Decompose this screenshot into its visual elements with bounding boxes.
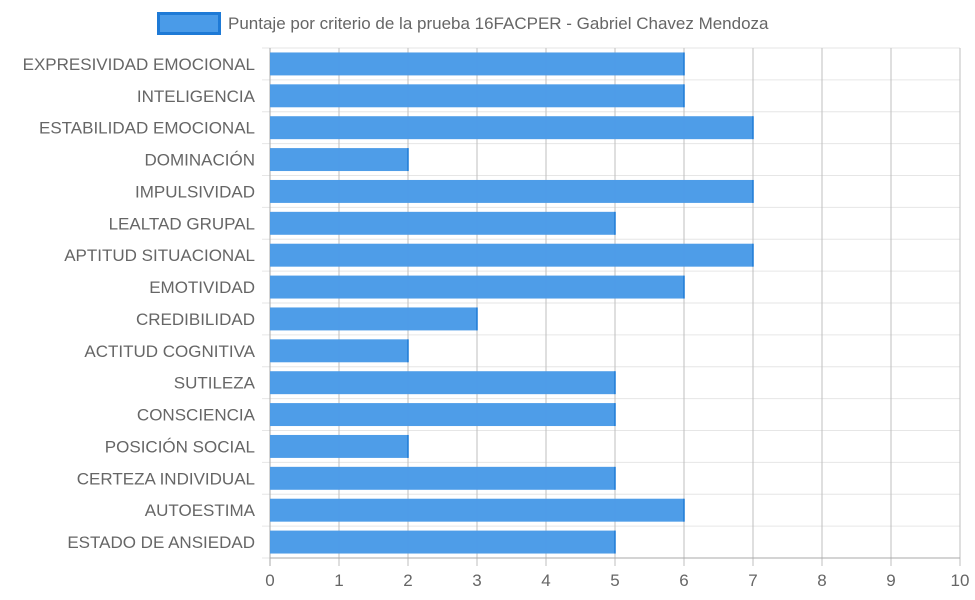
x-tick-label: 9	[886, 571, 895, 590]
bar[interactable]	[270, 307, 477, 331]
y-tick-label: CREDIBILIDAD	[136, 310, 255, 329]
y-tick-label: AUTOESTIMA	[145, 501, 256, 520]
y-tick-label: POSICIÓN SOCIAL	[105, 437, 255, 456]
y-tick-label: ACTITUD COGNITIVA	[84, 342, 255, 361]
y-tick-label: INTELIGENCIA	[137, 87, 256, 106]
bar[interactable]	[270, 148, 408, 172]
x-tick-label: 3	[472, 571, 481, 590]
bar[interactable]	[270, 179, 753, 203]
x-tick-label: 0	[265, 571, 274, 590]
bars	[270, 52, 754, 554]
bar[interactable]	[270, 339, 408, 363]
bar[interactable]	[270, 371, 615, 395]
bar[interactable]	[270, 52, 684, 76]
y-tick-label: EXPRESIVIDAD EMOCIONAL	[23, 55, 255, 74]
y-tick-label: IMPULSIVIDAD	[135, 182, 255, 201]
y-tick-label: LEALTAD GRUPAL	[109, 214, 255, 233]
bar[interactable]	[270, 530, 615, 554]
y-tick-label: DOMINACIÓN	[145, 151, 256, 170]
x-tick-label: 7	[748, 571, 757, 590]
bar[interactable]	[270, 466, 615, 490]
y-tick-label: EMOTIVIDAD	[149, 278, 255, 297]
chart-legend[interactable]: Puntaje por criterio de la prueba 16FACP…	[157, 12, 770, 35]
x-tick-label: 5	[610, 571, 619, 590]
y-tick-label: CERTEZA INDIVIDUAL	[77, 469, 255, 488]
bar[interactable]	[270, 116, 753, 140]
y-tick-label: ESTADO DE ANSIEDAD	[67, 533, 255, 552]
y-axis-labels: EXPRESIVIDAD EMOCIONAL INTELIGENCIA ESTABI…	[23, 55, 256, 552]
x-tick-label: 4	[541, 571, 550, 590]
y-tick-label: SUTILEZA	[174, 374, 256, 393]
x-tick-label: 2	[403, 571, 412, 590]
x-tick-label: 8	[817, 571, 826, 590]
bar[interactable]	[270, 498, 684, 522]
bar[interactable]	[270, 84, 684, 108]
x-axis-tick-labels: 0 1 2 3 4 5 6 7 8 9 10	[265, 571, 969, 590]
bar[interactable]	[270, 243, 753, 267]
x-tick-label: 6	[679, 571, 688, 590]
legend-label[interactable]: Puntaje por criterio de la prueba 16FACP…	[228, 14, 769, 33]
bar[interactable]	[270, 403, 615, 427]
y-tick-label: ESTABILIDAD EMOCIONAL	[39, 119, 255, 138]
y-tick-label: CONSCIENCIA	[137, 406, 256, 425]
x-tick-label: 10	[951, 571, 970, 590]
x-tick-label: 1	[334, 571, 343, 590]
y-tick-label: APTITUD SITUACIONAL	[64, 246, 255, 265]
legend-swatch[interactable]	[157, 12, 221, 35]
bar[interactable]	[270, 275, 684, 299]
bar[interactable]	[270, 434, 408, 458]
bar[interactable]	[270, 211, 615, 235]
